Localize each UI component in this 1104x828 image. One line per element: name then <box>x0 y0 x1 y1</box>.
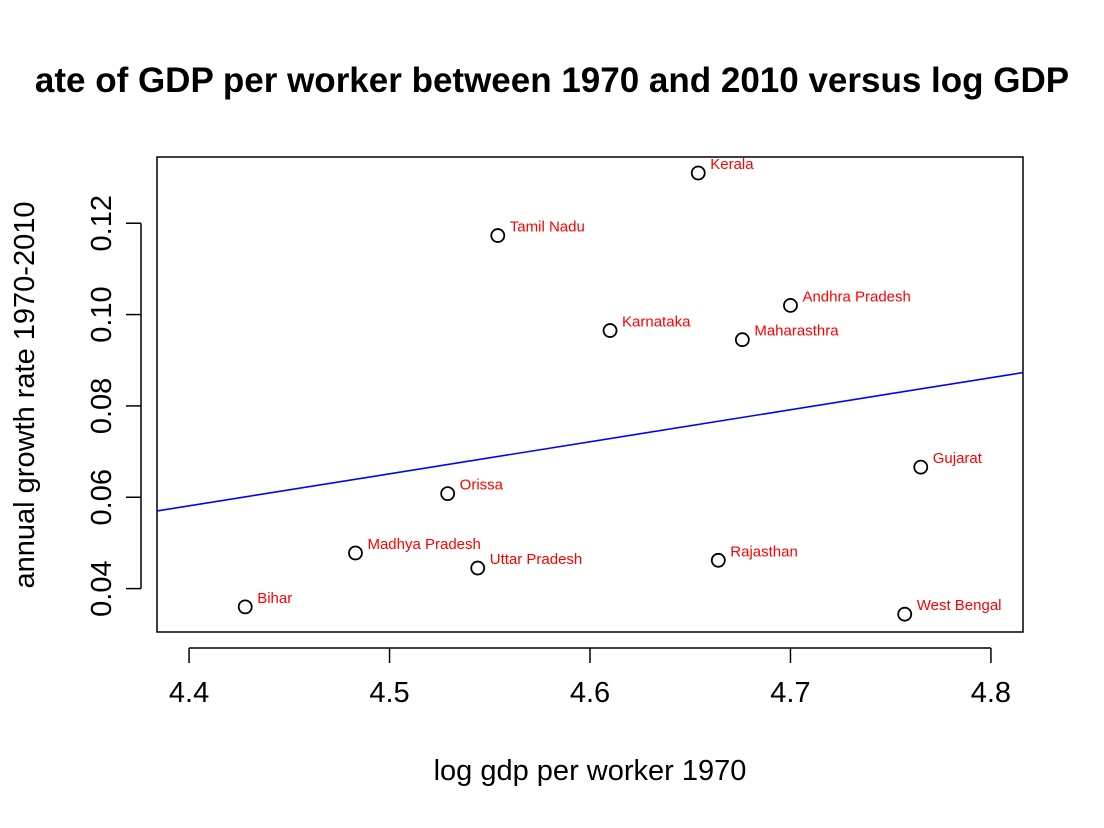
data-point-label: Karnataka <box>622 314 691 331</box>
x-tick-label: 4.6 <box>570 677 610 709</box>
axes-layer: 4.4 4.5 4.6 4.7 4.8 0.04 0.06 0.08 0.10 0.12 <box>86 195 1011 709</box>
data-point <box>348 545 363 561</box>
data-point <box>490 228 506 243</box>
data-point <box>710 552 726 568</box>
data-point <box>690 165 706 181</box>
x-tick-label: 4.8 <box>971 677 1011 709</box>
x-axis-label: log gdp per worker 1970 <box>434 755 747 787</box>
data-point <box>470 560 486 576</box>
y-tick-label: 0.10 <box>86 286 118 342</box>
y-tick-label: 0.12 <box>86 195 118 251</box>
x-tick-label: 4.5 <box>369 677 409 709</box>
x-tick-label: 4.7 <box>770 677 810 709</box>
data-point <box>913 459 929 475</box>
data-point <box>734 332 750 348</box>
regression-line <box>156 371 1024 512</box>
plot-frame <box>156 156 1024 633</box>
data-point-label: Madhya Pradesh <box>367 536 480 553</box>
data-point-label: Bihar <box>257 590 292 607</box>
points-layer: Kerala Tamil Nadu Andhra Pradesh Karnataka M… <box>237 156 1002 622</box>
data-point-label: Orissa <box>460 477 504 494</box>
chart-title: ate of GDP per worker between 1970 and 2… <box>35 61 1069 100</box>
data-point-label: Uttar Pradesh <box>490 551 583 568</box>
data-point <box>440 486 456 502</box>
y-tick-label: 0.08 <box>86 378 118 434</box>
data-point-label: Andhra Pradesh <box>802 288 910 305</box>
data-point-label: Maharasthra <box>754 323 839 340</box>
data-point <box>602 323 618 338</box>
data-point <box>237 599 253 615</box>
x-tick-label: 4.4 <box>169 677 209 709</box>
y-axis-label: annual growth rate 1970-2010 <box>9 202 41 589</box>
y-tick-label: 0.04 <box>86 560 118 616</box>
data-point-label: West Bengal <box>917 597 1002 614</box>
y-tick-label: 0.06 <box>86 469 118 525</box>
data-point-label: Rajasthan <box>730 543 798 560</box>
data-point-label: Kerala <box>710 156 754 173</box>
data-point-label: Tamil Nadu <box>510 219 585 236</box>
data-point <box>897 606 913 622</box>
data-point <box>783 298 798 313</box>
data-point-label: Gujarat <box>933 450 983 467</box>
fit-line-layer <box>156 371 1024 512</box>
